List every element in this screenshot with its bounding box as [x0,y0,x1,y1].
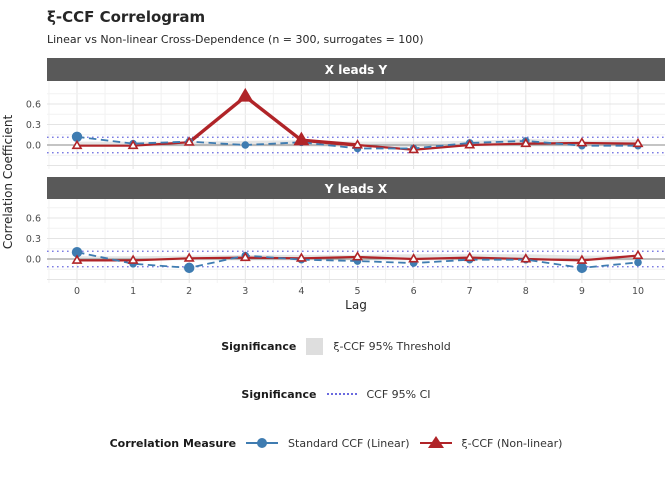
xi-ccf-point [183,252,195,262]
xi-ccf-point [352,139,363,149]
svg-text:0.6: 0.6 [26,214,41,225]
ccf-point [71,131,83,143]
ccf-point [241,141,250,149]
svg-text:Y leads X: Y leads X [324,182,388,196]
legend-threshold-label: ξ-CCF 95% Threshold [333,339,451,353]
svg-text:0: 0 [74,286,80,297]
xi-ccf-point [71,139,83,150]
xi-ccf-point [632,137,644,148]
svg-text:9: 9 [579,286,585,297]
legend-xiccf-label: ξ-CCF (Non-linear) [461,436,563,450]
xi-ccf-point [576,137,588,147]
svg-text:X leads Y: X leads Y [325,63,388,77]
xi-ccf-point [520,253,532,263]
legend-threshold-title: Significance [221,339,297,353]
xi-ccf-point [464,139,476,149]
ccf-point [576,262,588,274]
svg-text:2: 2 [186,286,192,297]
legend-measure-title: Correlation Measure [109,436,237,450]
xi-ccf-point [295,252,307,262]
legend-ci-title: Significance [241,387,317,401]
svg-text:10: 10 [632,286,644,297]
svg-text:0.3: 0.3 [26,234,41,245]
panel-x-leads-y: X leads Y 0.0 0.3 0.6 [26,58,665,169]
chart-subtitle: Linear vs Non-linear Cross-Dependence (n… [47,33,424,46]
xi-ccf-point [293,131,310,146]
svg-text:4: 4 [298,286,304,297]
y-axis-title: Correlation Coefficient [1,115,15,250]
xi-ccf-point [464,251,476,262]
svg-text:8: 8 [523,286,529,297]
panel-y-leads-x: Y leads X 0.0 0.3 0.6 [26,177,665,283]
legend-ci-label: CCF 95% CI [366,387,431,401]
legend-ci: Significance CCF 95% CI [0,383,672,405]
legend-threshold: Significance ξ-CCF 95% Threshold [0,334,672,358]
ccf-point [634,258,642,267]
ccf-line-circle-icon [246,435,279,451]
svg-text:6: 6 [411,286,417,297]
xi-ccf-point [127,139,139,150]
xi-ccf-point [632,249,644,260]
legend-measure: Correlation Measure Standard CCF (Linear… [0,431,672,455]
svg-text:0.0: 0.0 [26,141,41,152]
svg-text:0.0: 0.0 [26,255,41,266]
xi-ccf-point [237,87,254,102]
xi-ccf-point [408,253,420,263]
xi-ccf-point [352,251,363,261]
svg-text:0.3: 0.3 [26,120,41,131]
ribbon-swatch-icon [306,337,324,355]
ccf-point [184,262,195,274]
xi-ccf-point [239,251,251,262]
chart-title: ξ-CCF Correlogram [47,8,206,26]
correlogram-chart: X leads Y 0.0 0.3 0.6 Y leads X 0.0 0.3 0.6 0 1 2 3… [1,58,665,312]
xiccf-line-triangle-icon [419,435,452,451]
xi-ccf-point [520,137,532,148]
svg-text:1: 1 [130,286,136,297]
ci-dotted-line-icon [326,393,357,395]
svg-text:7: 7 [467,286,473,297]
ccf-point [71,246,83,258]
legend-ccf-label: Standard CCF (Linear) [288,436,410,450]
svg-text:3: 3 [242,286,248,297]
xi-ccf-point [576,254,588,264]
xi-ccf-point [408,143,420,154]
xi-ccf-point [71,254,83,264]
svg-text:Lag: Lag [345,298,367,312]
svg-text:0.6: 0.6 [26,100,41,111]
xi-ccf-point [127,254,139,264]
xi-ccf-point [183,136,195,146]
svg-text:5: 5 [354,286,360,297]
